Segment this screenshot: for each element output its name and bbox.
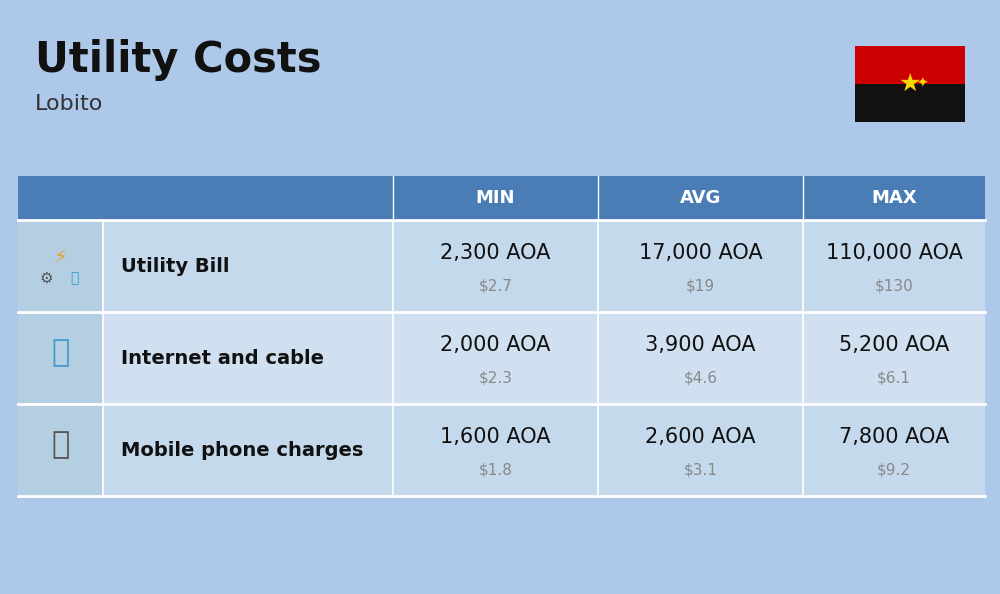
Text: $2.7: $2.7 [479, 279, 512, 293]
Text: 17,000 AOA: 17,000 AOA [639, 243, 762, 263]
FancyBboxPatch shape [18, 312, 103, 404]
FancyBboxPatch shape [855, 84, 965, 122]
Text: $130: $130 [875, 279, 913, 293]
FancyBboxPatch shape [18, 312, 985, 404]
Text: Internet and cable: Internet and cable [121, 349, 324, 368]
Text: 💧: 💧 [70, 271, 79, 285]
Text: MIN: MIN [476, 189, 515, 207]
Text: 1,600 AOA: 1,600 AOA [440, 427, 551, 447]
FancyBboxPatch shape [18, 220, 103, 312]
Text: MAX: MAX [871, 189, 917, 207]
Text: ★: ★ [899, 72, 921, 96]
Text: ✦: ✦ [916, 77, 928, 91]
Text: 2,600 AOA: 2,600 AOA [645, 427, 756, 447]
Text: 📶: 📶 [51, 339, 70, 368]
Text: Lobito: Lobito [35, 94, 103, 114]
FancyBboxPatch shape [18, 404, 103, 496]
FancyBboxPatch shape [855, 46, 965, 84]
Text: 3,900 AOA: 3,900 AOA [645, 335, 756, 355]
Text: 110,000 AOA: 110,000 AOA [826, 243, 962, 263]
Text: $2.3: $2.3 [479, 371, 512, 386]
Text: $6.1: $6.1 [877, 371, 911, 386]
Text: ⚡: ⚡ [54, 248, 67, 267]
Text: 7,800 AOA: 7,800 AOA [839, 427, 949, 447]
Text: $1.8: $1.8 [479, 463, 512, 478]
Text: $9.2: $9.2 [877, 463, 911, 478]
Text: 2,000 AOA: 2,000 AOA [440, 335, 551, 355]
Text: Mobile phone charges: Mobile phone charges [121, 441, 363, 460]
Text: 2,300 AOA: 2,300 AOA [440, 243, 551, 263]
FancyBboxPatch shape [18, 176, 985, 220]
Text: 5,200 AOA: 5,200 AOA [839, 335, 949, 355]
Text: Utility Costs: Utility Costs [35, 39, 322, 81]
FancyBboxPatch shape [18, 220, 985, 312]
Text: $19: $19 [686, 279, 715, 293]
Text: 📱: 📱 [51, 431, 70, 460]
Text: Utility Bill: Utility Bill [121, 257, 230, 276]
Text: AVG: AVG [680, 189, 721, 207]
Text: $3.1: $3.1 [683, 463, 717, 478]
Text: ⚙: ⚙ [40, 270, 53, 286]
FancyBboxPatch shape [18, 404, 985, 496]
Text: $4.6: $4.6 [683, 371, 717, 386]
